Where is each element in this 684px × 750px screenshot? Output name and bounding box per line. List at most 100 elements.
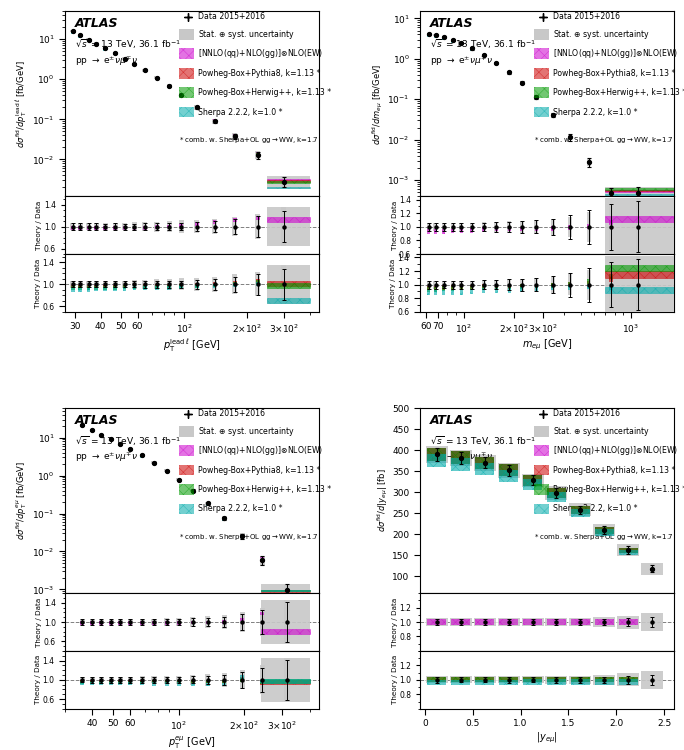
Bar [260, 560, 264, 562]
Bar [260, 680, 264, 684]
Bar [118, 620, 123, 625]
Bar [261, 584, 310, 600]
Bar [132, 63, 137, 65]
Bar [176, 478, 181, 482]
Bar [495, 284, 498, 289]
Bar [434, 35, 437, 37]
Text: Data 2015+2016: Data 2015+2016 [553, 410, 620, 419]
Bar [155, 284, 159, 288]
Bar [520, 226, 523, 231]
Bar [133, 226, 136, 230]
Bar [213, 119, 216, 121]
Bar [79, 620, 85, 625]
Bar [605, 194, 674, 195]
Bar [609, 274, 613, 279]
Bar [520, 284, 523, 289]
Bar [191, 490, 195, 492]
Bar [99, 621, 103, 625]
Bar [545, 618, 568, 626]
Bar [87, 40, 90, 41]
Bar [256, 280, 259, 284]
Bar [240, 536, 244, 537]
Bar [261, 680, 310, 685]
Bar [588, 161, 590, 163]
Bar [179, 284, 183, 287]
Bar [71, 31, 75, 32]
Bar [587, 212, 591, 242]
Bar [568, 274, 572, 295]
Bar [571, 677, 590, 682]
Bar [154, 221, 159, 232]
Y-axis label: $d\sigma^{\mathrm{fid}}/dp_{\mathrm{T}}^{\mathrm{lead}\,\ell}$ [fb/GeV]: $d\sigma^{\mathrm{fid}}/dp_{\mathrm{T}}^… [14, 60, 29, 148]
Bar [571, 509, 590, 518]
Bar [428, 34, 430, 36]
Bar [191, 683, 195, 686]
Bar [179, 95, 183, 97]
Text: Powheg-Box+Herwig++, k=1.13 *: Powheg-Box+Herwig++, k=1.13 * [553, 88, 684, 98]
Bar [109, 680, 114, 684]
Bar [118, 444, 122, 446]
Bar [129, 449, 133, 451]
Text: [NNLO(qq)+NLO(gg)]$\otimes$NLO(EW): [NNLO(qq)+NLO(gg)]$\otimes$NLO(EW) [553, 444, 679, 458]
Bar [593, 617, 616, 627]
Bar [176, 621, 181, 625]
Bar [222, 516, 227, 521]
Bar [86, 223, 91, 230]
Bar [165, 470, 168, 472]
Bar [122, 59, 127, 61]
Bar [152, 680, 156, 683]
Bar [90, 621, 94, 625]
Bar [460, 286, 463, 290]
Bar [475, 457, 495, 469]
Bar [256, 216, 259, 220]
Bar [451, 280, 455, 289]
Bar [259, 665, 265, 694]
Bar [619, 677, 638, 682]
Bar [142, 280, 147, 289]
Text: [NNLO(qq)+NLO(gg)]$\otimes$NLO(EW): [NNLO(qq)+NLO(gg)]$\otimes$NLO(EW) [553, 47, 679, 60]
Bar [498, 463, 520, 478]
Bar [194, 105, 199, 110]
Bar [470, 280, 474, 289]
Bar [442, 285, 445, 290]
Bar [428, 287, 430, 292]
Bar [547, 677, 566, 682]
Bar [609, 188, 613, 200]
Bar [451, 229, 454, 233]
Bar [99, 435, 103, 436]
Bar [507, 71, 511, 74]
Bar [168, 86, 171, 87]
Bar [79, 286, 82, 290]
Bar [495, 64, 498, 65]
Bar [451, 41, 454, 43]
Bar [619, 548, 638, 553]
Bar [80, 680, 84, 684]
Bar [534, 49, 549, 59]
Bar [605, 187, 674, 202]
Bar [94, 44, 98, 45]
Bar [99, 435, 103, 436]
Y-axis label: Theory / Data: Theory / Data [392, 598, 397, 646]
Bar [155, 77, 159, 79]
Bar [205, 674, 210, 686]
Bar [520, 278, 523, 291]
Bar [151, 676, 157, 683]
Bar [434, 34, 438, 37]
Bar [122, 285, 127, 289]
Bar [206, 683, 210, 686]
Bar [534, 106, 549, 118]
Bar [114, 285, 117, 289]
Bar [94, 44, 98, 45]
Bar [206, 680, 210, 683]
Bar [155, 77, 159, 79]
Bar [176, 479, 181, 481]
Bar [588, 160, 590, 162]
Bar [213, 220, 216, 224]
Bar [118, 677, 123, 682]
Bar [428, 34, 430, 35]
Bar [79, 35, 82, 37]
Bar [206, 621, 210, 624]
Bar [551, 115, 554, 116]
Bar [451, 452, 471, 464]
Bar [460, 45, 463, 46]
